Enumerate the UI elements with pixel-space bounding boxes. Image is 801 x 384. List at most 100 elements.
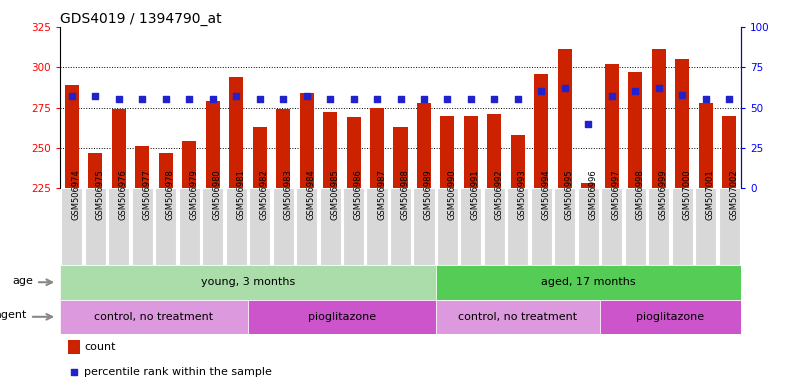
Bar: [698, 103, 713, 188]
Text: pioglitazone: pioglitazone: [308, 312, 376, 322]
Text: GSM506987: GSM506987: [377, 169, 386, 220]
Text: GSM507001: GSM507001: [706, 169, 714, 220]
Bar: [182, 141, 196, 188]
Bar: [437, 188, 458, 265]
Bar: [436, 265, 741, 300]
Bar: [531, 188, 552, 265]
Text: GSM506998: GSM506998: [635, 169, 644, 220]
Bar: [413, 188, 435, 265]
Bar: [507, 188, 529, 265]
Point: [723, 96, 735, 103]
Text: control, no treatment: control, no treatment: [458, 312, 578, 322]
Point: [417, 96, 430, 103]
Text: GSM507002: GSM507002: [729, 169, 739, 220]
Text: GSM506993: GSM506993: [518, 169, 527, 220]
Bar: [252, 127, 267, 188]
Bar: [155, 188, 176, 265]
Point: [276, 96, 289, 103]
Text: young, 3 months: young, 3 months: [201, 277, 295, 287]
Text: GSM506999: GSM506999: [658, 169, 668, 220]
Text: GSM506989: GSM506989: [424, 169, 433, 220]
Point: [159, 96, 172, 103]
Bar: [65, 85, 78, 188]
Bar: [347, 117, 360, 188]
Text: agent: agent: [0, 310, 27, 320]
Bar: [88, 153, 103, 188]
Text: GSM506994: GSM506994: [541, 169, 550, 220]
Bar: [600, 300, 741, 334]
Text: GSM506986: GSM506986: [353, 169, 363, 220]
Point: [465, 96, 477, 103]
Bar: [111, 109, 126, 188]
Bar: [296, 188, 317, 265]
Text: GSM506991: GSM506991: [471, 169, 480, 220]
Text: GSM506996: GSM506996: [588, 169, 598, 220]
Bar: [159, 153, 173, 188]
Point: [699, 96, 712, 103]
Point: [606, 93, 618, 99]
Bar: [320, 188, 340, 265]
Bar: [300, 93, 314, 188]
Text: aged, 17 months: aged, 17 months: [541, 277, 636, 287]
Text: GSM506983: GSM506983: [283, 169, 292, 220]
Bar: [557, 50, 572, 188]
Bar: [272, 188, 294, 265]
Point: [441, 96, 454, 103]
Bar: [723, 116, 736, 188]
Text: GSM506997: GSM506997: [612, 169, 621, 220]
Text: GSM506981: GSM506981: [236, 169, 245, 220]
Point: [300, 93, 313, 99]
Bar: [61, 188, 83, 265]
Bar: [60, 265, 436, 300]
Bar: [226, 188, 247, 265]
Bar: [484, 188, 505, 265]
Text: GSM506995: GSM506995: [565, 169, 574, 220]
Text: GSM506975: GSM506975: [95, 169, 104, 220]
Bar: [68, 340, 80, 354]
Text: GSM506984: GSM506984: [307, 169, 316, 220]
Bar: [323, 113, 337, 188]
Text: GSM506979: GSM506979: [189, 169, 198, 220]
Bar: [648, 188, 670, 265]
Text: GSM506976: GSM506976: [119, 169, 128, 220]
Text: GSM506992: GSM506992: [494, 169, 503, 220]
Bar: [578, 188, 599, 265]
Point: [652, 85, 665, 91]
Text: GSM506974: GSM506974: [72, 169, 81, 220]
Point: [136, 96, 149, 103]
Bar: [206, 101, 219, 188]
Bar: [625, 188, 646, 265]
Bar: [487, 114, 501, 188]
Point: [66, 93, 78, 99]
Bar: [248, 300, 436, 334]
Bar: [393, 127, 408, 188]
Bar: [179, 188, 199, 265]
Text: count: count: [84, 342, 115, 352]
Bar: [511, 135, 525, 188]
Bar: [436, 300, 600, 334]
Bar: [718, 188, 740, 265]
Point: [582, 121, 594, 127]
Bar: [229, 77, 244, 188]
Bar: [202, 188, 223, 265]
Bar: [695, 188, 716, 265]
Bar: [605, 64, 619, 188]
Bar: [441, 116, 454, 188]
Bar: [60, 300, 248, 334]
Point: [67, 369, 80, 375]
Text: GSM506982: GSM506982: [260, 169, 268, 220]
Bar: [85, 188, 106, 265]
Text: GSM506988: GSM506988: [400, 169, 409, 220]
Bar: [135, 146, 149, 188]
Bar: [461, 188, 481, 265]
Bar: [628, 72, 642, 188]
Bar: [417, 103, 431, 188]
Bar: [343, 188, 364, 265]
Point: [347, 96, 360, 103]
Point: [253, 96, 266, 103]
Bar: [582, 183, 595, 188]
Point: [112, 96, 125, 103]
Text: GSM506978: GSM506978: [166, 169, 175, 220]
Bar: [652, 50, 666, 188]
Point: [324, 96, 336, 103]
